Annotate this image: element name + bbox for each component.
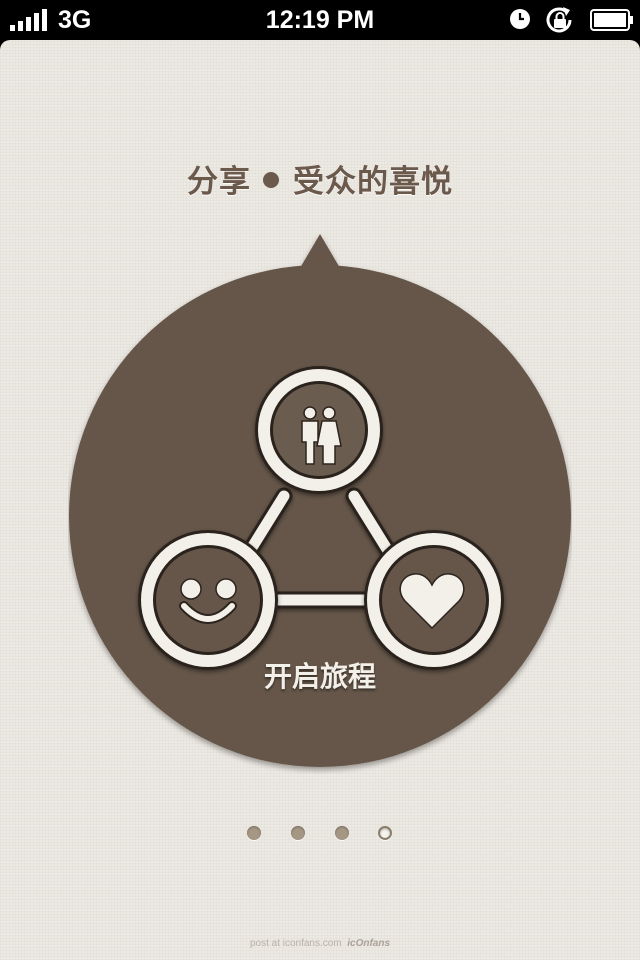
signal-bars-icon xyxy=(10,9,47,31)
alarm-clock-icon xyxy=(510,9,530,29)
start-journey-button[interactable]: 开启旅程 xyxy=(210,652,430,702)
title-share: 分享 xyxy=(187,164,251,200)
onboarding-screen: 分享 受众的喜悦 xyxy=(0,40,640,960)
watermark-post: post at iconfans.com xyxy=(249,938,342,949)
couple-node xyxy=(255,366,383,494)
carrier-label: 3G xyxy=(58,6,92,34)
status-bar: 3G 12:19 PM xyxy=(0,0,640,40)
page-title: 分享 受众的喜悦 xyxy=(0,156,640,201)
watermark-brand: icOnfans xyxy=(347,938,391,949)
heart-icon xyxy=(399,573,465,630)
smiley-node xyxy=(138,530,278,670)
watermark: post at iconfans.com icOnfans xyxy=(0,938,640,949)
page-dot-2[interactable] xyxy=(291,826,305,840)
rotation-lock-icon xyxy=(546,7,572,33)
title-separator-dot xyxy=(263,172,279,188)
page-indicator xyxy=(0,824,640,844)
page-dot-1[interactable] xyxy=(247,826,261,840)
speech-bubble-diagram xyxy=(69,234,571,767)
smiley-face-icon xyxy=(179,578,237,624)
status-time: 12:19 PM xyxy=(265,6,375,34)
battery-icon xyxy=(590,9,633,31)
title-joy: 受众的喜悦 xyxy=(293,164,453,200)
page-dot-3[interactable] xyxy=(335,826,349,840)
page-dot-4[interactable] xyxy=(378,826,392,840)
couple-icon xyxy=(301,406,342,465)
